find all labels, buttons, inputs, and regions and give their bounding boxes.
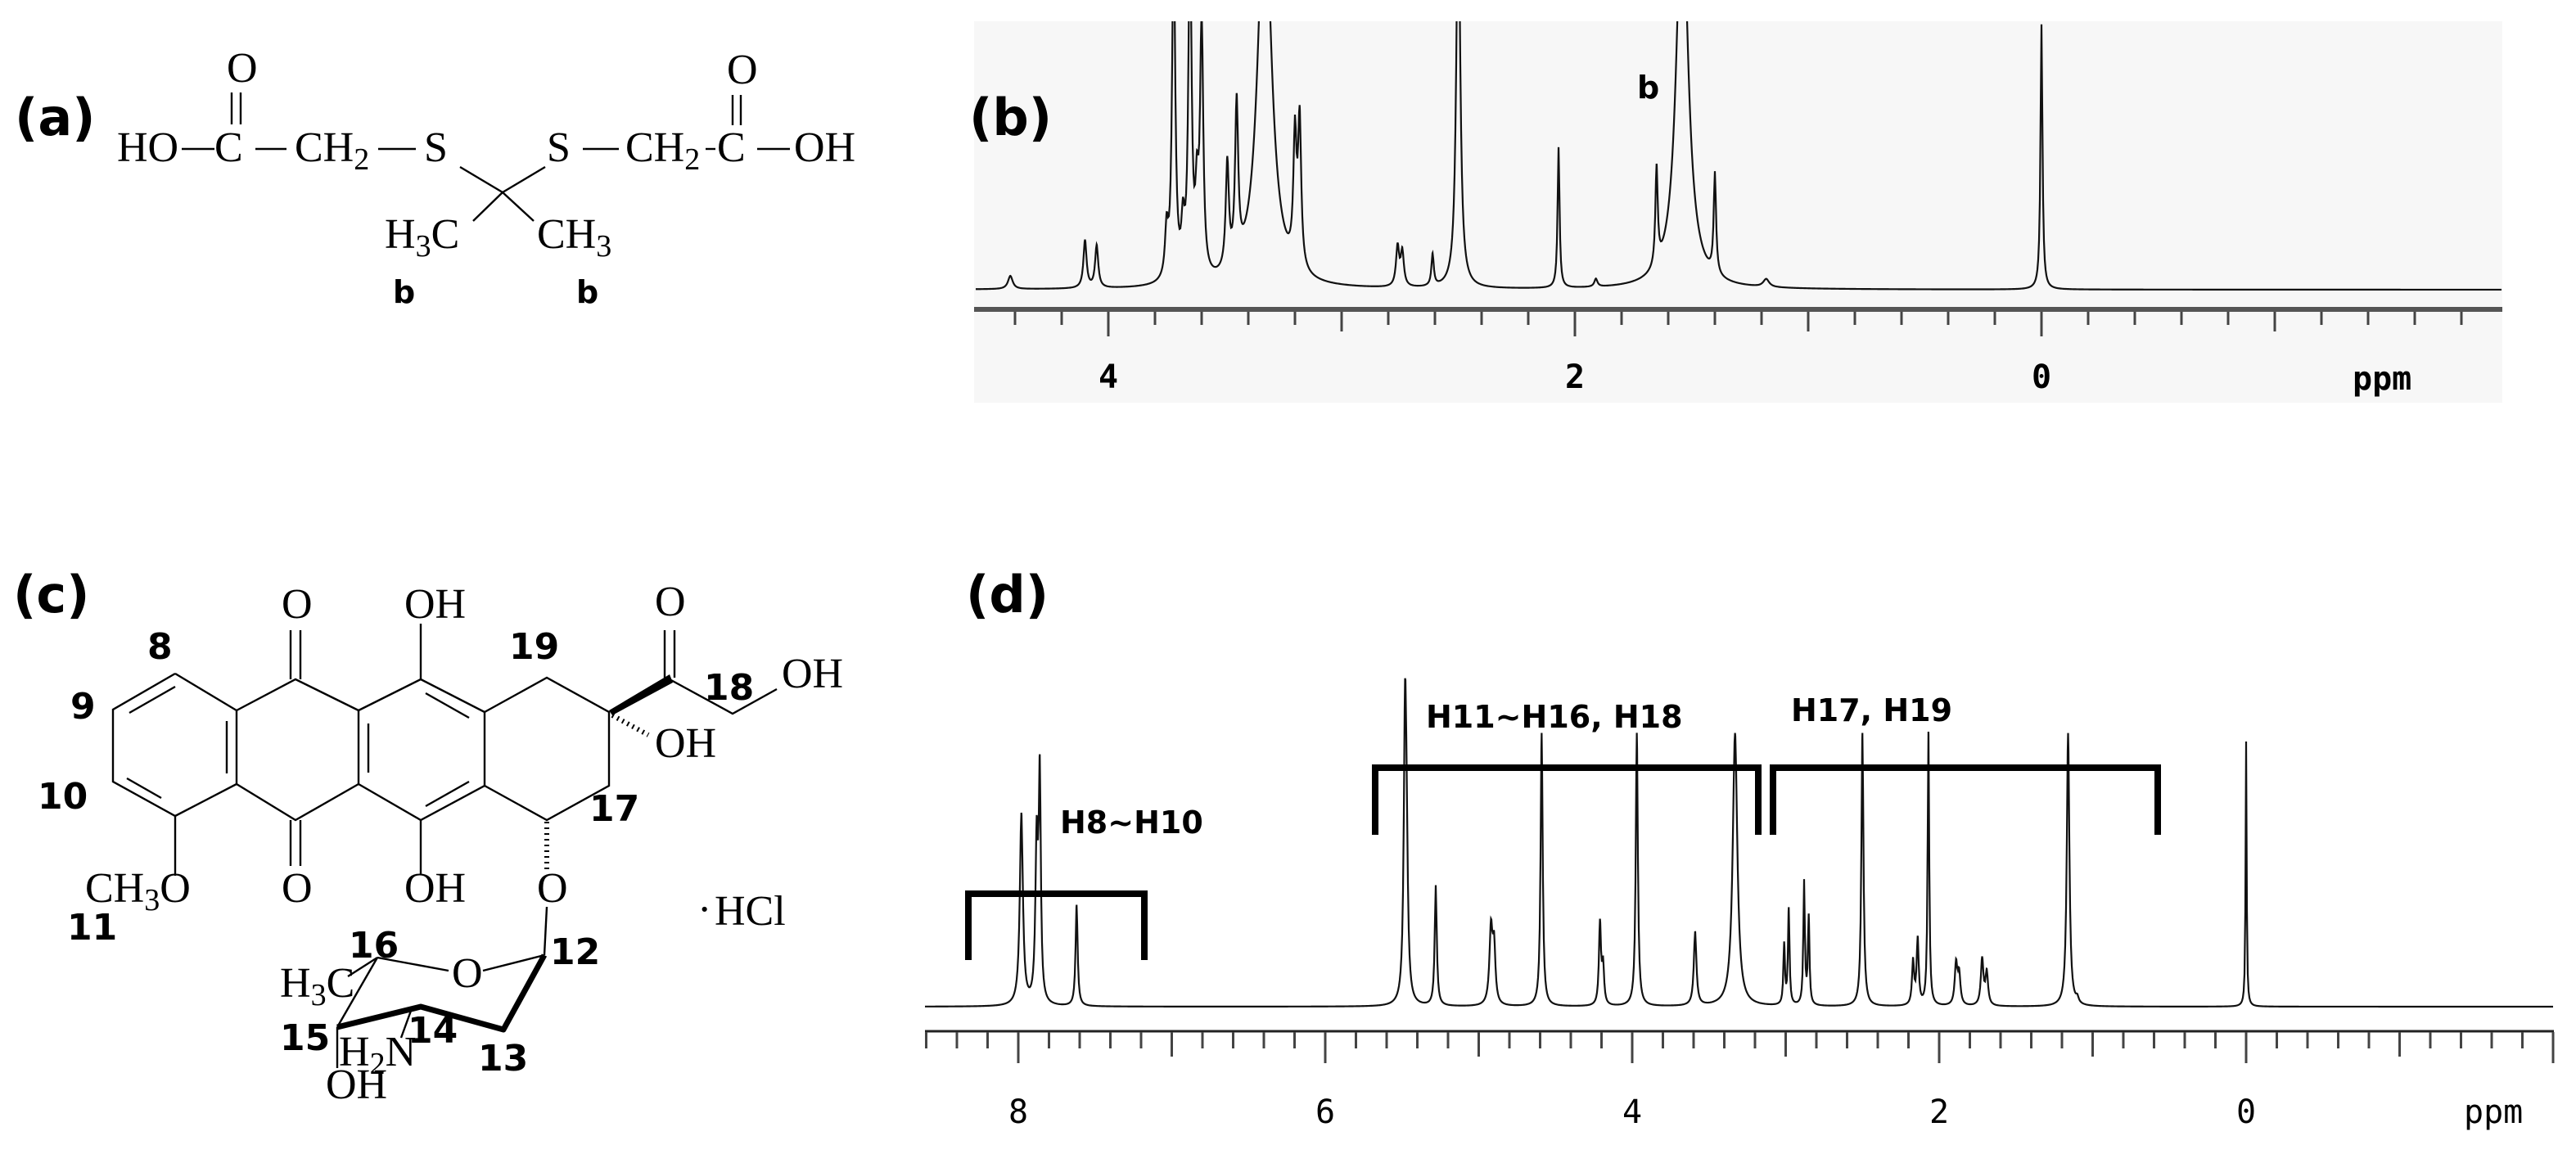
- bracket-h17-h19: [1770, 764, 2161, 835]
- atom-number-17: 17: [589, 788, 639, 830]
- panel-c: (c) O O OH OH: [13, 565, 843, 1108]
- atom-c-left: C: [214, 124, 243, 171]
- atom-s-left: S: [424, 124, 448, 171]
- tick-label: 0: [2236, 1093, 2256, 1131]
- atom-number-12: 12: [550, 931, 600, 973]
- ring-b-bottom: [236, 782, 359, 822]
- tick-label: 6: [1315, 1093, 1335, 1131]
- atom-s-right: S: [547, 124, 571, 171]
- atom-oh-18: OH: [782, 651, 843, 697]
- bond: [377, 956, 449, 972]
- bond: [336, 957, 379, 1028]
- bond: [543, 906, 548, 956]
- panel-d-label: (d): [966, 565, 1049, 624]
- atom-c-right: C: [717, 124, 746, 171]
- amino-group: H2N: [339, 1029, 416, 1081]
- atom-number-10: 10: [38, 776, 88, 818]
- bond: [459, 165, 503, 194]
- methyl-sugar: H3C: [280, 960, 354, 1012]
- sugar-ring-front: [336, 953, 548, 1033]
- bond: [502, 192, 535, 222]
- methyl-right: CH3: [537, 211, 611, 264]
- tick-label: 2: [1565, 358, 1585, 396]
- panel-b: (b) 4 2 0 ppm b: [969, 21, 2502, 403]
- atom-ring-o: O: [452, 950, 483, 997]
- spectrum-b-ticks: [1013, 312, 2463, 336]
- panel-c-label: (c): [13, 565, 89, 624]
- label-h8-h10: H8~H10: [1060, 805, 1203, 841]
- atom-number-19: 19: [509, 626, 559, 668]
- bond: [482, 953, 545, 972]
- atom-o-top: O: [282, 581, 313, 628]
- aromatic-inner-bond: [129, 685, 176, 714]
- label-h11-h18: H11~H16, H18: [1426, 699, 1683, 735]
- atom-ch2-right: CH2: [625, 124, 700, 177]
- methyl-tag-right: b: [576, 274, 598, 310]
- spectrum-b-trace: [975, 21, 2502, 291]
- atom-number-14: 14: [408, 1010, 458, 1052]
- bond: [472, 192, 503, 222]
- hash-bond: [611, 713, 650, 737]
- bond: [347, 956, 378, 978]
- atom-o-left: O: [227, 45, 258, 92]
- atom-number-18: 18: [704, 667, 754, 709]
- spectrum-d-trace: [925, 678, 2553, 1008]
- wedge-bond: [609, 674, 673, 715]
- atom-o-bottom: O: [282, 865, 313, 912]
- bond: [502, 165, 546, 194]
- tick-label: 0: [2032, 358, 2051, 396]
- tick-label: 8: [1008, 1093, 1028, 1131]
- atom-oh: OH: [794, 124, 855, 171]
- atom-number-11: 11: [67, 907, 117, 949]
- hcl-dot: ·: [697, 886, 711, 933]
- ring-d: [484, 676, 611, 822]
- peak-b-annotation: b: [1637, 70, 1659, 106]
- ring-c: [358, 678, 486, 822]
- bracket-h8-h10: [965, 890, 1148, 960]
- spectrum-d-tick-labels: 8 6 4 2 0: [1008, 1093, 2256, 1131]
- bond: [399, 1010, 413, 1039]
- tick-label: 4: [1622, 1093, 1642, 1131]
- atom-o-ketone: O: [655, 579, 686, 625]
- aromatic-inner-bond: [425, 780, 470, 808]
- bracket-h11-h18: [1372, 764, 1762, 835]
- atom-ho: HO: [117, 124, 178, 171]
- atom-o-right: O: [727, 47, 758, 93]
- atom-oh-9: OH: [655, 720, 716, 767]
- panel-d: (d) 8 6 4 2 0 ppm H8~H10 H11~H16, H18 H17, H…: [925, 565, 2555, 1131]
- atom-number-15: 15: [280, 1017, 330, 1059]
- spectrum-b-tick-labels: 4 2 0: [1099, 358, 2051, 396]
- tick-label: 2: [1929, 1093, 1949, 1131]
- panel-b-label: (b): [969, 88, 1052, 147]
- atom-number-13: 13: [478, 1038, 528, 1080]
- atom-number-8: 8: [147, 626, 173, 668]
- methoxy-group: CH3O: [85, 865, 191, 917]
- atom-oh-top: OH: [404, 581, 466, 628]
- aromatic-inner-bond: [126, 777, 162, 800]
- bond-ch2-18: [669, 678, 778, 715]
- methyl-tag-left: b: [393, 274, 415, 310]
- atom-oh-sugar: OH: [326, 1062, 387, 1108]
- atom-oh-bottom: OH: [404, 865, 466, 912]
- panel-a-label: (a): [15, 88, 96, 147]
- ring-a: [111, 672, 238, 818]
- atom-o-glycoside: O: [537, 865, 568, 912]
- methyl-left: H3C: [385, 211, 459, 264]
- label-h17-h19: H17, H19: [1791, 692, 1952, 728]
- atom-ch2-left: CH2: [295, 124, 369, 177]
- doxorubicin-structure: O O OH OH O OH OH O CH3O: [38, 579, 843, 1108]
- tick-label: 4: [1099, 358, 1118, 396]
- spectrum-d-unit: ppm: [2464, 1093, 2523, 1131]
- spectrum-b-unit: ppm: [2353, 360, 2411, 398]
- ring-b-top: [236, 678, 359, 712]
- hcl-salt: HCl: [715, 888, 786, 935]
- aromatic-inner-bond: [425, 692, 470, 719]
- thioketal-structure: HO C O CH2 S S CH2 C O OH H3C CH3: [117, 45, 855, 310]
- panel-a: (a) HO C O CH2 S S CH2 C O OH H: [15, 45, 855, 310]
- spectrum-d-ticks: [925, 1032, 2555, 1063]
- atom-number-16: 16: [349, 925, 399, 967]
- atom-number-9: 9: [70, 686, 96, 728]
